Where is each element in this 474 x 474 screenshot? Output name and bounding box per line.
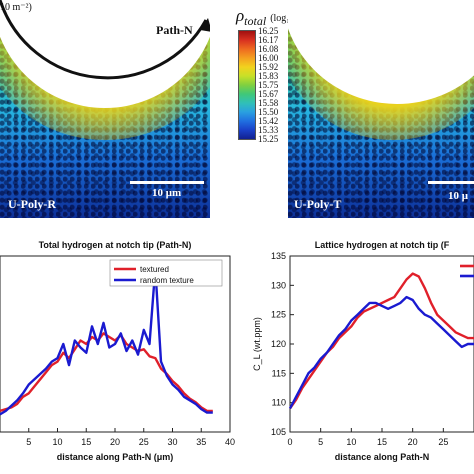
colorbar-tick-label: 15.67: [258, 89, 279, 99]
x-axis-label: distance along Path-N: [335, 452, 430, 462]
y-tick-label: 130: [271, 280, 286, 290]
y-tick-label: 110: [272, 398, 286, 408]
y-tick-label: 125: [271, 310, 286, 320]
x-tick-label: 35: [196, 437, 206, 447]
y-axis-label: C_L (wt.ppm): [252, 317, 262, 371]
map-label-right: U-Poly-T: [294, 197, 342, 211]
x-tick-label: 5: [26, 437, 31, 447]
path-arrow: [0, 0, 210, 80]
legend-label: textured: [140, 265, 169, 274]
x-tick-label: 20: [110, 437, 120, 447]
y-tick-label: 105: [271, 427, 286, 437]
x-tick-label: 30: [167, 437, 177, 447]
y-tick-label: 120: [271, 339, 286, 349]
series-line-2: [0, 267, 213, 416]
x-tick-label: 5: [318, 437, 323, 447]
colorbar: [238, 30, 256, 140]
y-tick-label: 115: [272, 368, 286, 378]
plot-area: [289, 255, 474, 433]
colorbar-tick-label: 15.25: [258, 134, 279, 144]
scale-bar-left: [130, 181, 204, 184]
x-tick-label: 15: [81, 437, 91, 447]
legend-label: random texture: [140, 276, 194, 285]
colorbar-tick-label: 15.50: [258, 107, 279, 117]
x-tick-label: 0: [287, 437, 292, 447]
x-tick-label: 25: [438, 437, 448, 447]
total-hydrogen-chart: Total hydrogen at notch tip (Path-N) 5 10 1…: [0, 240, 235, 462]
colorbar-tick-label: 15.33: [258, 125, 279, 135]
chart-title: Total hydrogen at notch tip (Path-N): [39, 240, 192, 250]
scale-bar-right: [428, 181, 474, 184]
lattice-hydrogen-chart: Lattice hydrogen at notch tip (F 0 5 10 15 20…: [252, 240, 474, 462]
colorbar-tick-label: 15.92: [258, 62, 279, 72]
colorbar-tick-label: 16.00: [258, 53, 279, 63]
x-tick-label: 40: [225, 437, 235, 447]
colorbar-tick-label: 16.08: [258, 44, 279, 54]
colorbar-symbol: ρ: [236, 6, 245, 25]
cbar-unit-fragment: 10 m⁻²): [0, 2, 32, 13]
series-line-1: [289, 272, 474, 410]
density-map-left: Path-N 10 m⁻²) U-Poly-R 10 μm: [0, 0, 210, 218]
legend-box: [109, 259, 223, 287]
x-tick-label: 25: [139, 437, 149, 447]
y-tick-label: 135: [271, 251, 286, 261]
colorbar-tick-label: 15.83: [258, 71, 279, 81]
colorbar-tick-label: 15.75: [258, 80, 279, 90]
colorbar-tick-label: 15.42: [258, 116, 279, 126]
colorbar-subscript: total: [244, 14, 267, 29]
scale-text-left: 10 μm: [152, 187, 182, 199]
x-tick-label: 10: [52, 437, 62, 447]
colorbar-tick-label: 16.25: [258, 26, 279, 36]
series-line-2: [288, 295, 474, 410]
chart-title: Lattice hydrogen at notch tip (F: [315, 240, 450, 250]
map-label-left: U-Poly-R: [8, 197, 56, 211]
x-tick-label: 20: [408, 437, 418, 447]
colorbar-tick-label: 16.17: [258, 35, 279, 45]
x-axis-label: distance along Path-N (μm): [57, 452, 174, 462]
density-map-right: U-Poly-T 10 μ: [288, 0, 474, 218]
x-tick-label: 10: [346, 437, 356, 447]
x-tick-label: 15: [377, 437, 387, 447]
path-label: Path-N: [156, 23, 193, 37]
scale-text-right: 10 μ: [448, 190, 468, 202]
colorbar-tick-label: 15.58: [258, 98, 279, 108]
